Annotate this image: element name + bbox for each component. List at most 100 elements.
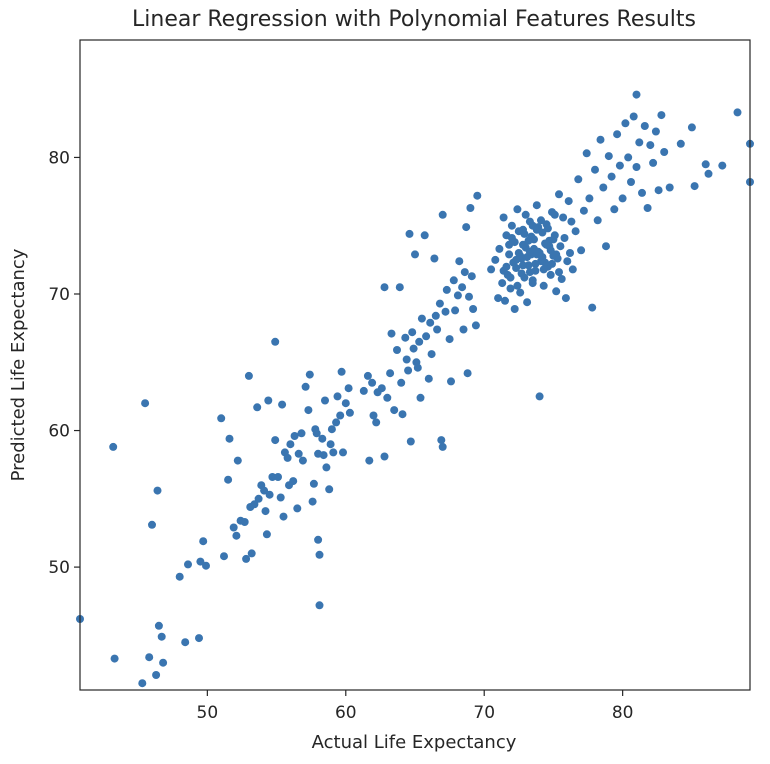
data-point [202,561,210,570]
data-point [506,273,515,282]
data-point [559,213,568,222]
data-point [539,281,548,290]
data-point [564,197,573,206]
data-point [543,224,552,233]
data-point [593,216,602,225]
data-point [469,305,478,313]
data-point [283,453,292,462]
x-axis-ticks: 50 60 70 80 [197,690,634,723]
data-point [627,178,635,186]
data-point [665,183,674,192]
scatter-points [76,90,754,688]
data-point [278,400,287,409]
data-point [643,204,652,212]
data-point [566,249,574,257]
data-point [435,299,444,308]
data-point [512,255,521,264]
data-point [326,440,335,449]
data-point [271,337,280,346]
data-point [433,325,442,334]
data-point [517,269,526,278]
data-point [615,161,624,170]
data-point [319,451,328,460]
x-tick-label: 80 [612,703,634,723]
data-point [318,434,327,443]
data-point [549,235,558,244]
data-point [314,535,323,544]
data-point [596,135,605,144]
data-point [635,138,644,147]
data-point [676,139,685,148]
data-point [498,279,507,288]
data-point [404,366,413,375]
data-point [525,247,534,256]
data-point [532,201,541,210]
data-point [539,265,548,274]
data-point [632,90,641,99]
data-point [322,463,331,472]
data-point [184,560,192,569]
data-point [424,374,433,383]
data-point [473,191,482,200]
data-point [387,329,396,338]
data-point [704,169,713,178]
data-point [459,325,468,334]
data-point [426,318,435,327]
data-point [380,283,389,292]
data-point [339,448,347,457]
data-point [301,382,310,391]
y-tick-label: 50 [48,558,70,578]
data-point [260,486,269,495]
data-point [525,268,534,277]
data-point [152,671,161,679]
data-point [359,386,368,395]
data-point [232,531,241,540]
data-point [220,552,228,561]
data-point [438,210,447,219]
data-point [567,217,576,226]
data-point [546,270,555,279]
data-point [329,448,338,457]
data-point [535,249,544,257]
data-point [495,244,504,253]
data-point [632,163,641,171]
data-point [513,205,522,214]
data-point [377,384,386,393]
data-point [555,268,563,277]
data-point [406,437,415,446]
data-point [365,456,374,465]
data-point [395,283,404,292]
data-point [289,477,298,486]
data-point [519,261,527,270]
data-point [555,190,563,199]
data-point [264,396,273,405]
data-point [510,238,519,247]
data-point [585,194,594,203]
data-point [649,158,658,167]
data-point [415,337,424,346]
data-point [294,449,303,458]
data-point [363,371,372,380]
data-point [502,231,511,240]
data-point [233,456,242,465]
data-point [687,123,696,132]
data-point [591,165,599,174]
data-point [507,221,516,230]
data-point [286,440,295,449]
data-point [521,210,530,219]
data-point [411,250,419,259]
data-point [153,486,162,495]
data-point [471,321,480,330]
data-point [519,240,527,249]
data-point [279,512,288,521]
data-point [305,370,314,379]
y-tick-label: 60 [48,422,70,442]
data-point [463,369,472,378]
data-point [345,408,354,417]
data-point [309,479,318,488]
data-point [602,242,610,251]
data-point [654,186,663,195]
data-point [629,112,638,121]
data-point [537,216,545,225]
data-point [386,369,395,378]
